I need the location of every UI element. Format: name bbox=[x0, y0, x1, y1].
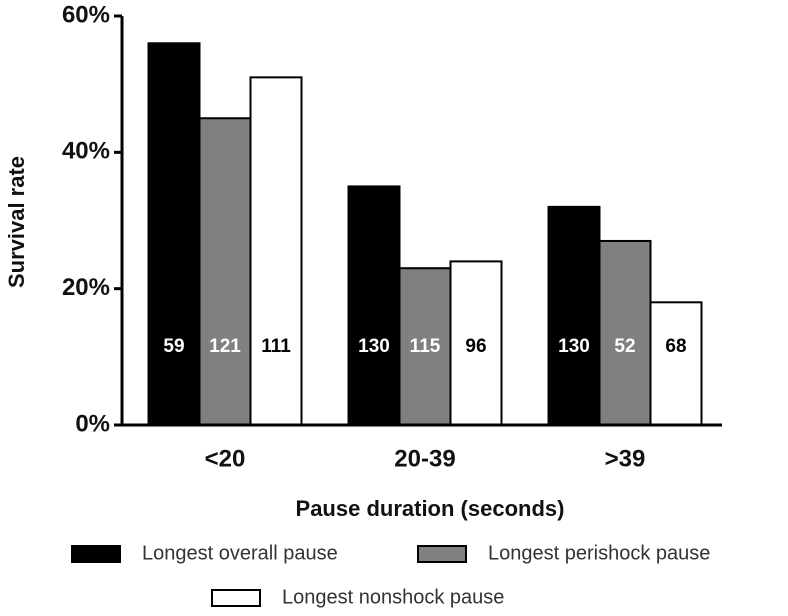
bar bbox=[547, 205, 601, 426]
legend-swatch bbox=[71, 545, 121, 563]
count-label: 121 bbox=[209, 336, 241, 357]
bar bbox=[347, 185, 401, 426]
bar bbox=[398, 267, 452, 427]
y-axis-title: Survival rate bbox=[4, 156, 29, 288]
legend-swatch bbox=[211, 589, 261, 607]
y-tick-label: 40% bbox=[62, 138, 110, 165]
bar bbox=[649, 301, 703, 426]
y-tick-label: 0% bbox=[75, 410, 110, 437]
count-label: 130 bbox=[358, 336, 390, 357]
legend-swatch bbox=[417, 545, 467, 563]
legend-label: Longest overall pause bbox=[142, 542, 338, 564]
bar bbox=[147, 42, 201, 427]
bar bbox=[249, 76, 303, 426]
bar bbox=[198, 117, 252, 426]
x-axis-title: Pause duration (seconds) bbox=[296, 496, 565, 521]
bar bbox=[598, 239, 652, 426]
x-tick-label: 20-39 bbox=[394, 445, 455, 472]
legend-label: Longest nonshock pause bbox=[282, 586, 504, 608]
count-label: 130 bbox=[558, 336, 590, 357]
y-tick-label: 60% bbox=[62, 1, 110, 28]
x-tick-label: <20 bbox=[205, 445, 246, 472]
count-label: 68 bbox=[665, 336, 686, 357]
count-label: 59 bbox=[163, 336, 184, 357]
count-label: 115 bbox=[410, 336, 441, 357]
count-label: 111 bbox=[261, 336, 291, 357]
y-tick-label: 20% bbox=[62, 274, 110, 301]
x-tick-label: >39 bbox=[605, 445, 646, 472]
count-label: 52 bbox=[614, 336, 635, 357]
legend-label: Longest perishock pause bbox=[488, 542, 710, 564]
count-label: 96 bbox=[465, 336, 486, 357]
